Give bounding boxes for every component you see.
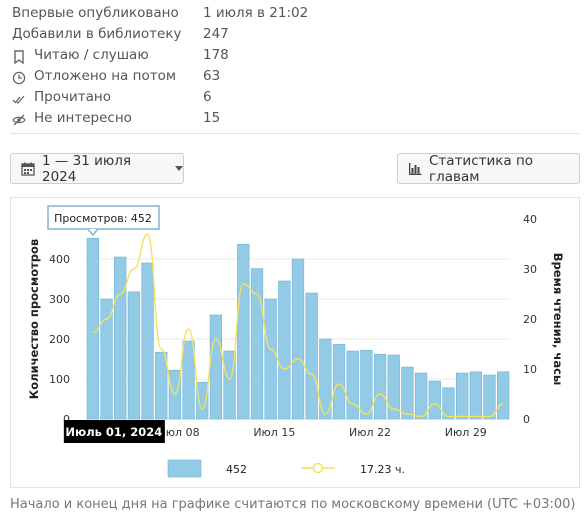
legend-line-marker <box>312 462 324 474</box>
bar <box>332 343 346 420</box>
bar <box>483 374 496 420</box>
stat-label: Не интересно <box>34 110 132 126</box>
x-tick-label: Июл 29 <box>445 426 487 439</box>
clock-icon <box>12 71 26 85</box>
y-tick-label: 200 <box>49 333 70 346</box>
bar <box>291 258 305 420</box>
date-range-button[interactable]: 1 — 31 июля 2024 <box>10 152 184 185</box>
chart-container: 0 100 200 300 400 0 10 20 30 40 Количество просмот… <box>10 197 580 488</box>
y-tick-label-right: 0 <box>523 413 530 426</box>
tooltip-label: Просмотров: 452 <box>54 212 152 225</box>
bar <box>319 338 332 420</box>
bar <box>209 314 223 420</box>
calendar-icon <box>21 162 35 176</box>
stat-value: 247 <box>203 26 229 42</box>
y-axis-title-right: Время чтения, часы <box>551 253 565 386</box>
stats-list: Впервые опубликовано 1 июля в 21:02 Добави… <box>12 4 582 130</box>
x-tick-label: Июл 08 <box>158 426 200 439</box>
bar <box>360 349 373 420</box>
bar <box>250 268 264 420</box>
bar <box>264 298 277 420</box>
y-tick-label: 300 <box>49 293 70 306</box>
bar <box>237 243 250 420</box>
stat-row: Добавили в библиотеку 247 <box>12 25 582 46</box>
y-tick-label-right: 40 <box>523 213 537 226</box>
stat-row: Читаю / слушаю 178 <box>12 46 582 67</box>
bar <box>141 262 154 420</box>
chapter-stats-button[interactable]: Статистика по главам <box>397 152 580 185</box>
stat-label: Прочитано <box>34 89 111 105</box>
bar <box>387 354 400 420</box>
bar <box>114 256 127 420</box>
bar <box>401 366 414 420</box>
footnote: Начало и конец дня на графике считаются … <box>10 497 576 512</box>
bar <box>100 298 113 420</box>
stat-label: Впервые опубликовано <box>12 5 179 21</box>
bar <box>373 353 387 420</box>
crosshair-label-bg <box>63 420 165 443</box>
y-tick-label: 100 <box>49 373 70 386</box>
bar <box>442 387 455 420</box>
y-tick-label-right: 10 <box>523 363 537 376</box>
views-chart[interactable]: 0 100 200 300 400 0 10 20 30 40 Количество просмот… <box>11 198 579 487</box>
stat-row: Отложено на потом 63 <box>12 67 582 88</box>
bar <box>155 351 168 420</box>
chapter-stats-label: Статистика по главам <box>429 152 534 185</box>
y-tick-label-right: 30 <box>523 263 537 276</box>
stat-row: Прочитано 6 <box>12 88 582 109</box>
y-axis-title: Количество просмотров <box>27 239 41 399</box>
bar-chart-icon <box>409 162 422 175</box>
stat-value: 1 июля в 21:02 <box>203 5 309 21</box>
tooltip-pointer <box>87 228 99 237</box>
bar <box>305 292 318 420</box>
bar <box>455 372 469 420</box>
stat-row: Не интересно 15 <box>12 109 582 130</box>
stat-label: Добавили в библиотеку <box>12 26 182 42</box>
y-tick-label: 0 <box>63 413 70 426</box>
bar <box>86 237 99 420</box>
bookmark-icon <box>14 50 24 64</box>
bar <box>182 340 195 420</box>
stat-value: 15 <box>203 110 221 126</box>
bar <box>278 280 291 420</box>
chevron-down-icon <box>175 166 183 171</box>
crosshair-label: Июль 01, 2024 <box>65 425 162 439</box>
bar <box>414 372 428 420</box>
x-tick-label: Июл 15 <box>253 426 295 439</box>
bar <box>469 371 482 420</box>
bar <box>428 380 441 420</box>
double-check-icon <box>12 95 25 104</box>
stat-value: 63 <box>203 68 221 84</box>
eye-off-icon <box>12 114 26 126</box>
stat-value: 6 <box>203 89 212 105</box>
stat-label: Отложено на потом <box>34 68 177 84</box>
y-tick-label: 400 <box>49 253 70 266</box>
divider <box>10 133 580 134</box>
tooltip-box <box>47 205 160 230</box>
stat-label: Читаю / слушаю <box>34 47 149 63</box>
date-range-label: 1 — 31 июля 2024 <box>42 152 132 185</box>
stat-row: Впервые опубликовано 1 июля в 21:02 <box>12 4 582 25</box>
bar <box>196 381 209 420</box>
bar <box>497 371 510 420</box>
y-tick-label-right: 20 <box>523 313 537 326</box>
x-tick-label: Июл 22 <box>349 426 391 439</box>
bar <box>223 350 236 420</box>
legend-label: 452 <box>226 463 247 476</box>
stat-value: 178 <box>203 47 229 63</box>
line-series <box>92 233 504 418</box>
bar <box>127 291 141 420</box>
bar <box>346 350 359 420</box>
legend-bar-swatch <box>167 459 202 478</box>
legend-label: 17.23 ч. <box>360 463 405 476</box>
